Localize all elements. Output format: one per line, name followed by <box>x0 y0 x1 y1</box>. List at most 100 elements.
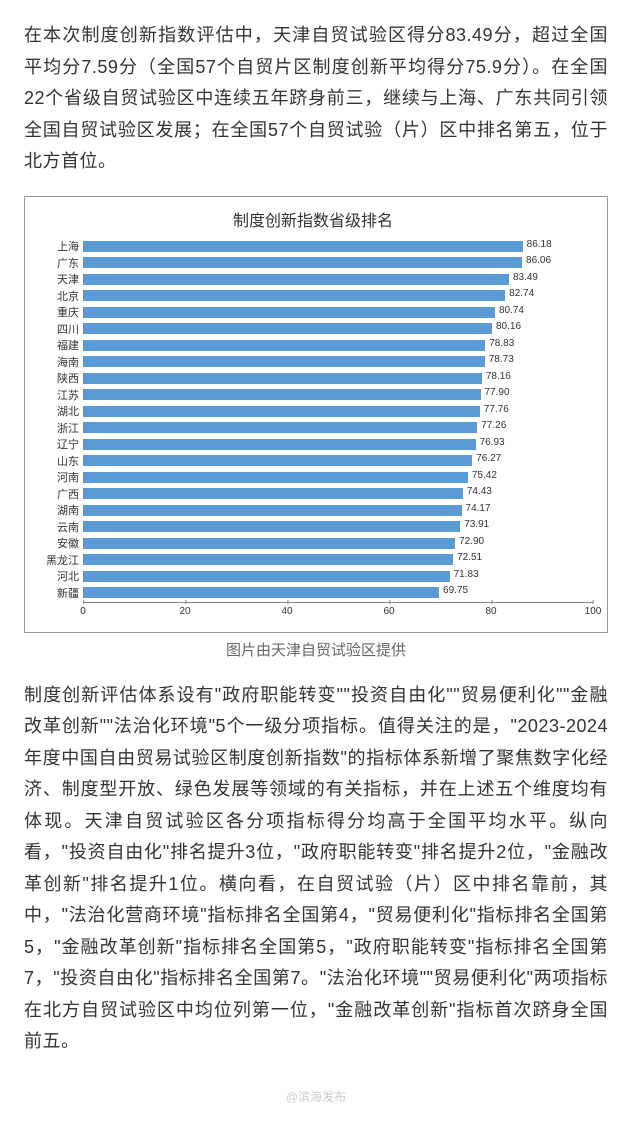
bar-value-label: 80.74 <box>499 305 524 316</box>
bar-track: 72.51 <box>83 554 593 565</box>
bar-fill <box>84 521 460 532</box>
bar-value-label: 73.91 <box>464 519 489 530</box>
bar-row: 海南 78.73 <box>33 354 593 370</box>
x-tick: 80 <box>485 606 496 617</box>
bar-category-label: 湖南 <box>33 502 83 518</box>
bar-value-label: 75.42 <box>472 470 497 481</box>
bar-category-label: 广西 <box>33 486 83 502</box>
bar-row: 广西 74.43 <box>33 486 593 502</box>
bar-category-label: 海南 <box>33 354 83 370</box>
bar-value-label: 72.51 <box>457 552 482 563</box>
bar-value-label: 86.18 <box>527 239 552 250</box>
bar-row: 上海 86.18 <box>33 239 593 255</box>
bar-value-label: 80.16 <box>496 321 521 332</box>
bar-category-label: 安徽 <box>33 535 83 551</box>
bar-category-label: 江苏 <box>33 387 83 403</box>
bar-row: 辽宁 76.93 <box>33 437 593 453</box>
bar-track: 77.26 <box>83 422 593 433</box>
bar-value-label: 71.83 <box>454 569 479 580</box>
bar-row: 天津83.49 <box>33 272 593 288</box>
bar-fill <box>84 488 463 499</box>
bar-fill <box>84 356 485 367</box>
bar-track: 75.42 <box>83 472 593 483</box>
ranking-chart: 制度创新指数省级排名 上海86.18广东86.06天津83.49北京82.74重… <box>24 196 608 633</box>
detail-paragraph: 制度创新评估体系设有"政府职能转变""投资自由化""贸易便利化""金融改革创新"… <box>24 680 608 1058</box>
bar-row: 浙江 77.26 <box>33 420 593 436</box>
bar-fill <box>84 439 476 450</box>
bar-fill <box>84 373 482 384</box>
bar-value-label: 76.93 <box>480 437 505 448</box>
bar-track: 80.16 <box>83 323 593 334</box>
bar-category-label: 黑龙江 <box>33 552 83 568</box>
bar-fill <box>84 587 439 598</box>
bar-track: 77.90 <box>83 389 593 400</box>
bar-value-label: 69.75 <box>443 585 468 596</box>
bar-category-label: 重庆 <box>33 304 83 320</box>
bar-fill <box>84 290 505 301</box>
bar-fill <box>84 307 495 318</box>
bar-track: 86.06 <box>83 257 593 268</box>
bar-track: 73.91 <box>83 521 593 532</box>
chart-caption: 图片由天津自贸试验区提供 <box>24 639 608 660</box>
bar-row: 湖北 77.76 <box>33 404 593 420</box>
bar-category-label: 陕西 <box>33 370 83 386</box>
bar-fill <box>84 422 477 433</box>
bar-row: 广东 86.06 <box>33 255 593 271</box>
bar-fill <box>84 571 450 582</box>
bar-value-label: 86.06 <box>526 255 551 266</box>
bar-track: 83.49 <box>83 274 593 285</box>
bar-track: 76.93 <box>83 439 593 450</box>
bar-category-label: 浙江 <box>33 420 83 436</box>
bar-row: 河北71.83 <box>33 569 593 585</box>
bar-value-label: 78.83 <box>489 338 514 349</box>
bar-track: 78.16 <box>83 373 593 384</box>
bar-track: 82.74 <box>83 290 593 301</box>
bar-track: 69.75 <box>83 587 593 598</box>
bar-category-label: 云南 <box>33 519 83 535</box>
x-tick: 20 <box>179 606 190 617</box>
bar-track: 78.73 <box>83 356 593 367</box>
bar-row: 北京 82.74 <box>33 288 593 304</box>
bar-row: 福建 78.83 <box>33 338 593 354</box>
bar-category-label: 广东 <box>33 255 83 271</box>
bar-row: 山东76.27 <box>33 453 593 469</box>
bar-value-label: 77.26 <box>481 420 506 431</box>
x-tick: 0 <box>80 606 86 617</box>
bar-row: 黑龙江 72.51 <box>33 552 593 568</box>
bar-row: 湖南74.17 <box>33 503 593 519</box>
bar-track: 74.43 <box>83 488 593 499</box>
bar-row: 江苏 77.90 <box>33 387 593 403</box>
bar-category-label: 北京 <box>33 288 83 304</box>
x-tick: 40 <box>281 606 292 617</box>
bar-fill <box>84 340 485 351</box>
bar-category-label: 四川 <box>33 321 83 337</box>
bar-track: 80.74 <box>83 307 593 318</box>
bar-value-label: 77.90 <box>485 387 510 398</box>
bar-fill <box>84 406 480 417</box>
bar-category-label: 湖北 <box>33 403 83 419</box>
x-tick: 100 <box>585 606 602 617</box>
bar-track: 72.90 <box>83 538 593 549</box>
bar-track: 71.83 <box>83 571 593 582</box>
bar-value-label: 74.43 <box>467 486 492 497</box>
bar-category-label: 福建 <box>33 337 83 353</box>
bar-value-label: 72.90 <box>459 536 484 547</box>
bar-value-label: 78.16 <box>486 371 511 382</box>
bar-track: 77.76 <box>83 406 593 417</box>
watermark: @滨海发布 <box>24 1088 608 1105</box>
bar-value-label: 78.73 <box>489 354 514 365</box>
bar-track: 74.17 <box>83 505 593 516</box>
bar-value-label: 76.27 <box>476 453 501 464</box>
bar-value-label: 82.74 <box>509 288 534 299</box>
chart-x-axis: 020406080100 <box>83 602 593 622</box>
bar-category-label: 天津 <box>33 271 83 287</box>
bar-fill <box>84 538 455 549</box>
bar-fill <box>84 554 453 565</box>
bar-track: 78.83 <box>83 340 593 351</box>
bar-fill <box>84 274 509 285</box>
bar-category-label: 辽宁 <box>33 436 83 452</box>
bar-row: 云南 73.91 <box>33 519 593 535</box>
intro-paragraph: 在本次制度创新指数评估中，天津自贸试验区得分83.49分，超过全国平均分7.59… <box>24 20 608 178</box>
bar-category-label: 上海 <box>33 238 83 254</box>
bar-value-label: 77.76 <box>484 404 509 415</box>
